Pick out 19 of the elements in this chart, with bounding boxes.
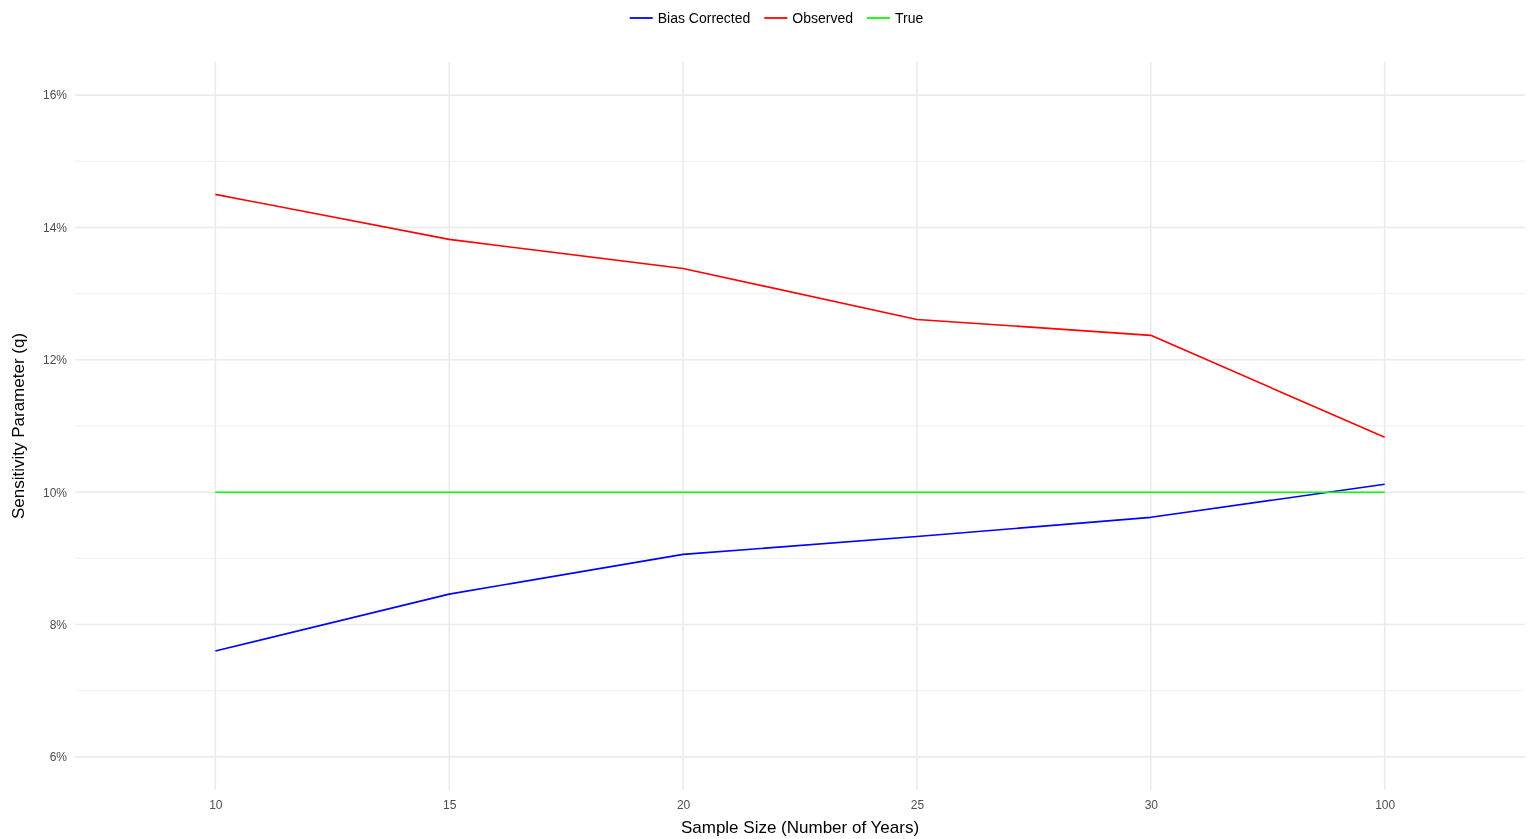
x-tick-label: 25 [910,797,925,812]
x-tick-label: 10 [209,797,223,812]
y-axis-title: Sensitivity Parameter (q) [9,332,28,520]
y-tick-label: 14% [42,220,68,235]
y-tick-label: 8% [49,617,68,632]
y-tick-label: 6% [49,750,68,765]
x-tick-label: 20 [676,797,691,812]
line-series [214,483,1386,652]
line-series [214,193,1386,439]
legend-label: True [895,10,924,26]
y-tick-label: 10% [42,485,68,500]
x-tick-label: 15 [443,797,457,812]
y-tick-label: 16% [42,88,68,103]
x-tick-label: 30 [1144,797,1159,812]
x-axis-title: Sample Size (Number of Years) [680,818,920,837]
legend-label: Bias Corrected [657,10,751,26]
y-tick-label: 12% [42,353,68,368]
x-tick-label: 100 [1375,797,1396,812]
legend-label: Observed [792,10,854,26]
